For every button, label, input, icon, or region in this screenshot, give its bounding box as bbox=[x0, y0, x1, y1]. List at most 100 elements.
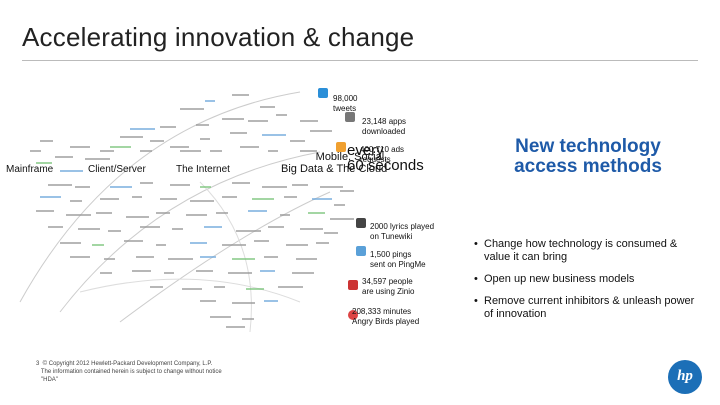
cloud-word-mark bbox=[156, 244, 166, 246]
cloud-word-mark bbox=[160, 126, 176, 128]
cloud-word-mark bbox=[200, 186, 211, 188]
cloud-word-mark bbox=[312, 198, 332, 200]
cloud-word-mark bbox=[230, 132, 247, 134]
cloud-word-mark bbox=[100, 150, 114, 152]
cloud-word-mark bbox=[150, 140, 164, 142]
cloud-word-mark bbox=[182, 288, 202, 290]
bullet-icon: • bbox=[474, 273, 478, 285]
bullet-item: • Remove current inhibitors & unleash pow… bbox=[474, 295, 695, 320]
cloud-word-mark bbox=[316, 242, 329, 244]
ad-icon bbox=[336, 142, 346, 152]
cloud-word-mark bbox=[126, 216, 149, 218]
wave-curve-4 bbox=[79, 278, 301, 303]
cloud-word-mark bbox=[100, 272, 112, 274]
cloud-word-mark bbox=[210, 316, 231, 318]
stat-ad-requests: 400,710 ads requests bbox=[360, 145, 405, 164]
cloud-word-mark bbox=[130, 128, 155, 130]
cloud-word-mark bbox=[150, 286, 163, 288]
cloud-word-mark bbox=[340, 190, 354, 192]
cloud-word-mark bbox=[160, 198, 177, 200]
cloud-word-mark bbox=[262, 186, 287, 188]
cloud-word-mark bbox=[228, 272, 252, 274]
bullet-item: • Open up new business models bbox=[474, 273, 635, 285]
wave-curve-2 bbox=[59, 151, 321, 313]
cloud-word-mark bbox=[200, 256, 216, 258]
cloud-word-mark bbox=[36, 162, 52, 164]
cloud-word-mark bbox=[248, 120, 268, 122]
cloud-word-mark bbox=[260, 270, 275, 272]
cloud-word-mark bbox=[190, 200, 214, 202]
cloud-word-mark bbox=[172, 228, 183, 230]
cloud-word-mark bbox=[66, 214, 91, 216]
cloud-word-mark bbox=[55, 156, 73, 158]
cloud-word-mark bbox=[78, 228, 100, 230]
cloud-word-mark bbox=[254, 240, 269, 242]
stat-every-60-seconds: every 60 seconds bbox=[347, 142, 424, 174]
cloud-word-mark bbox=[110, 186, 132, 188]
cloud-word-mark bbox=[190, 242, 207, 244]
twitter-icon bbox=[318, 88, 328, 98]
stat-tweets: 98,000 tweets bbox=[333, 94, 358, 113]
cloud-word-mark bbox=[222, 118, 244, 120]
stat-apps-downloaded: 23,148 apps downloaded bbox=[362, 117, 407, 136]
cloud-word-mark bbox=[300, 150, 317, 152]
cloud-word-mark bbox=[124, 240, 143, 242]
cloud-word-mark bbox=[100, 198, 119, 200]
angry-birds-icon bbox=[348, 310, 358, 320]
footer-copyright: 3 © Copyright 2012 Hewlett-Packard Devel… bbox=[36, 361, 222, 383]
cloud-word-mark bbox=[196, 270, 213, 272]
era-mobile-line: Mobile, Social, Big Data & The Cloud bbox=[281, 151, 388, 175]
cloud-word-mark bbox=[292, 184, 308, 186]
cloud-word-mark bbox=[246, 288, 264, 290]
cloud-word-mark bbox=[70, 256, 90, 258]
cloud-word-mark bbox=[156, 212, 170, 214]
cloud-word-mark bbox=[30, 150, 41, 152]
cloud-word-mark bbox=[180, 150, 201, 152]
cloud-word-mark bbox=[180, 108, 204, 110]
cloud-word-mark bbox=[140, 226, 160, 228]
cloud-word-mark bbox=[40, 140, 53, 142]
hp-logo-icon: hp bbox=[668, 360, 702, 394]
cloud-word-mark bbox=[248, 210, 267, 212]
cloud-word-mark bbox=[222, 196, 237, 198]
bullet-icon: • bbox=[474, 238, 478, 250]
cloud-word-mark bbox=[232, 302, 255, 304]
zinio-icon bbox=[348, 280, 358, 290]
bullet-item: • Change how technology is consumed & val… bbox=[474, 238, 678, 263]
cloud-word-mark bbox=[232, 182, 250, 184]
stat-tunewiki-lyrics: 2000 lyrics played on Tunewiki bbox=[370, 222, 435, 241]
wave-curve-1 bbox=[19, 91, 301, 303]
cloud-word-mark bbox=[210, 150, 222, 152]
era-label-mainframe: Mainframe bbox=[6, 164, 54, 175]
cloud-word-mark bbox=[70, 146, 90, 148]
wave-curve-5 bbox=[199, 181, 252, 333]
cloud-word-mark bbox=[104, 258, 115, 260]
cloud-word-mark bbox=[232, 258, 255, 260]
cloud-word-mark bbox=[226, 326, 245, 328]
cloud-word-mark bbox=[268, 226, 284, 228]
cloud-word-mark bbox=[196, 124, 209, 126]
cloud-word-mark bbox=[264, 300, 278, 302]
cloud-word-mark bbox=[205, 100, 215, 102]
cloud-word-mark bbox=[236, 230, 261, 232]
cloud-word-mark bbox=[308, 212, 325, 214]
tunewiki-icon bbox=[356, 218, 366, 228]
cloud-word-mark bbox=[108, 230, 121, 232]
cloud-word-mark bbox=[284, 196, 297, 198]
title-divider bbox=[22, 60, 698, 61]
bullet-icon: • bbox=[474, 295, 478, 307]
pingme-icon bbox=[356, 246, 366, 256]
cloud-word-mark bbox=[164, 272, 174, 274]
cloud-word-mark bbox=[60, 170, 83, 172]
cloud-word-mark bbox=[320, 186, 343, 188]
era-label-internet: The Internet bbox=[176, 164, 230, 175]
cloud-word-mark bbox=[132, 270, 151, 272]
cloud-word-mark bbox=[132, 196, 142, 198]
cloud-word-mark bbox=[110, 146, 131, 148]
cloud-word-mark bbox=[300, 228, 323, 230]
section-heading: New technology access methods bbox=[514, 136, 662, 177]
cloud-word-mark bbox=[280, 214, 290, 216]
cloud-word-mark bbox=[60, 242, 81, 244]
app-store-icon bbox=[345, 112, 355, 122]
cloud-word-mark bbox=[232, 94, 249, 96]
